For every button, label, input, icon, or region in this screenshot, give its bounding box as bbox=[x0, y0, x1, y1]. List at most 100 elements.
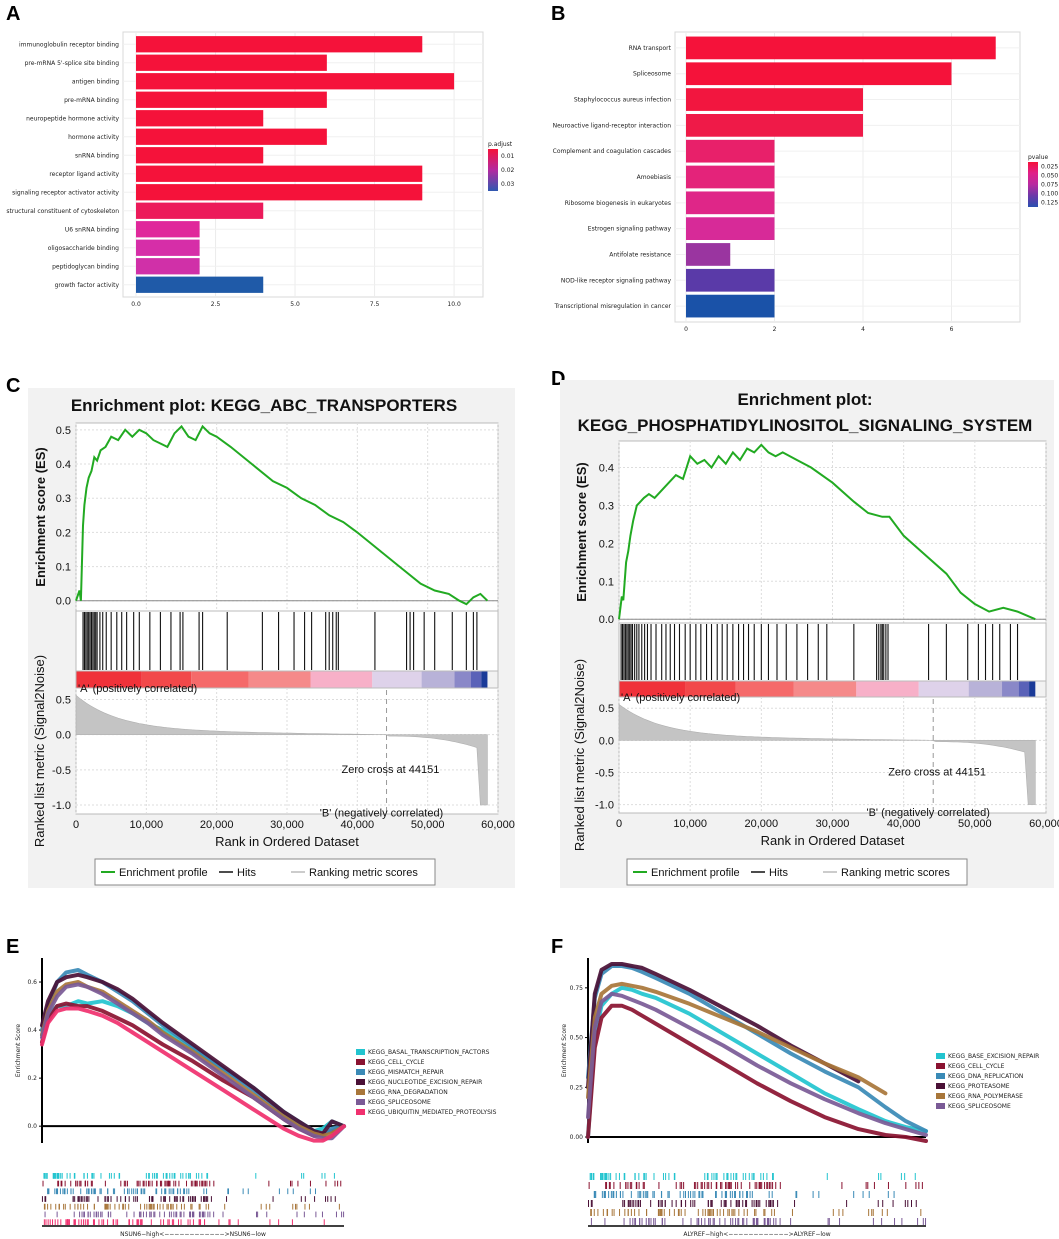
bar bbox=[136, 36, 423, 53]
y-axis-label: Enrichment Score bbox=[15, 1024, 22, 1078]
legend-swatch bbox=[936, 1083, 945, 1089]
bar bbox=[686, 36, 996, 60]
es-y-tick-label: 0.1 bbox=[56, 562, 71, 574]
y-category-label: peptidoglycan binding bbox=[52, 263, 119, 270]
panel-e-multi-gsea-plot: 0.0 0.2 0.4 0.6 Enrichment Score KEGG_BASAL_T… bbox=[15, 958, 497, 1238]
rug-area bbox=[588, 1172, 926, 1226]
series-line bbox=[40, 972, 346, 1136]
bar bbox=[136, 54, 327, 71]
y-tick-label: 0.50 bbox=[570, 1035, 584, 1042]
series-line bbox=[586, 962, 861, 1090]
y-tick-label: 0.25 bbox=[570, 1084, 584, 1091]
legend-label: Ranking metric scores bbox=[309, 867, 418, 879]
y-category-label: Transcriptional misregulation in cancer bbox=[554, 303, 672, 310]
y-tick-label: 0.2 bbox=[27, 1075, 37, 1082]
legend-label: 0.03 bbox=[501, 181, 515, 188]
metric-y-axis-label: Ranked list metric (Signal2Noise) bbox=[32, 655, 47, 847]
ranked-color-segment bbox=[793, 681, 857, 697]
legend-label: KEGG_MISMATCH_REPAIR bbox=[368, 1069, 444, 1076]
ranked-color-segment bbox=[1029, 681, 1036, 697]
bar bbox=[136, 128, 327, 145]
x-tick-label: 4 bbox=[861, 326, 865, 333]
x-tick-label: 0 bbox=[616, 818, 622, 830]
panel-letter-c: C bbox=[6, 375, 20, 397]
legend-swatch bbox=[356, 1059, 365, 1065]
legend-colorbar bbox=[1028, 162, 1038, 207]
legend-swatch bbox=[936, 1063, 945, 1069]
legend-swatch bbox=[356, 1109, 365, 1115]
x-tick-label: 30,000 bbox=[816, 818, 850, 830]
y-tick-label: 0.75 bbox=[570, 985, 584, 992]
bar bbox=[136, 91, 327, 108]
y-category-label: hormone activity bbox=[68, 134, 119, 141]
ranked-color-segment bbox=[735, 681, 794, 697]
es-y-tick-label: 0.5 bbox=[56, 425, 71, 437]
ranked-color-segment bbox=[918, 681, 969, 697]
x-axis-label: ALYREF−high<−−−−−−−−−−−−>ALYREF−low bbox=[683, 1231, 830, 1238]
bar bbox=[686, 191, 775, 215]
y-tick-label: 0.00 bbox=[570, 1134, 584, 1141]
y-category-label: Spliceosome bbox=[633, 71, 671, 78]
panel-b-kegg-barplot: 0 2 4 6 RNA transport Spliceosome Staphylococc… bbox=[553, 31, 1058, 333]
legend-label: KEGG_BASAL_TRANSCRIPTION_FACTORS bbox=[368, 1049, 490, 1056]
series-line bbox=[40, 999, 346, 1133]
bar bbox=[686, 139, 775, 163]
y-category-label: Complement and coagulation cascades bbox=[553, 148, 671, 155]
x-axis-label: NSUN6−high<−−−−−−−−−−−−>NSUN6−low bbox=[120, 1231, 266, 1238]
gsea-legend: Enrichment profile Hits Ranking metric sco… bbox=[94, 858, 436, 886]
legend-label: 0.050 bbox=[1041, 173, 1058, 180]
series-line bbox=[586, 964, 928, 1134]
y-category-label: Estrogen signaling pathway bbox=[588, 226, 672, 233]
ranked-color-segment bbox=[481, 671, 488, 688]
es-y-tick-label: 0.4 bbox=[56, 459, 71, 471]
ranked-color-segment bbox=[968, 681, 1003, 697]
y-category-label: neuropeptide hormone activity bbox=[26, 115, 119, 122]
legend-swatch bbox=[936, 1053, 945, 1059]
bar bbox=[686, 294, 775, 318]
x-tick-label: 0.0 bbox=[131, 301, 141, 308]
legend-swatch bbox=[936, 1073, 945, 1079]
ranked-color-segment bbox=[248, 671, 311, 688]
y-category-label: Neuroactive ligand-receptor interaction bbox=[553, 122, 672, 129]
x-tick-label: 60,000 bbox=[481, 819, 515, 831]
y-category-label: immunoglobulin receptor binding bbox=[19, 41, 119, 48]
series-line bbox=[586, 985, 928, 1139]
ranked-color-segment bbox=[619, 681, 686, 697]
es-y-axis-label: Enrichment score (ES) bbox=[33, 447, 48, 586]
es-y-tick-label: 0.3 bbox=[56, 493, 71, 505]
metric-y-tick-label: -1.0 bbox=[595, 800, 614, 812]
legend-label: KEGG_SPLICEOSOME bbox=[948, 1103, 1011, 1110]
series-legend: KEGG_BASAL_TRANSCRIPTION_FACTORS KEGG_CEL… bbox=[356, 1049, 497, 1116]
gsea-legend: Enrichment profile Hits Ranking metric sco… bbox=[626, 858, 968, 886]
legend-swatch bbox=[356, 1099, 365, 1105]
x-tick-label: 30,000 bbox=[270, 819, 304, 831]
y-tick-label: 0.0 bbox=[27, 1123, 37, 1130]
x-tick-label: 10.0 bbox=[447, 301, 461, 308]
y-category-label: U6 snRNA binding bbox=[65, 226, 119, 233]
legend-label: KEGG_CELL_CYCLE bbox=[368, 1059, 425, 1066]
panel-d-gsea-plot: Enrichment plot: KEGG_PHOSPHATIDYLINOSITO… bbox=[560, 380, 1059, 888]
series-line bbox=[40, 982, 346, 1141]
y-category-label: Amoebiasis bbox=[637, 174, 671, 181]
panel-a-go-barplot: 0.0 2.5 5.0 7.5 10.0 immunoglobulin receptor … bbox=[6, 31, 515, 308]
legend-label: KEGG_PROTEASOME bbox=[948, 1083, 1010, 1090]
panel-f-multi-gsea-plot: 0.00 0.25 0.50 0.75 Enrichment Score KEGG_BAS… bbox=[561, 958, 1039, 1238]
metric-y-tick-label: 0.0 bbox=[56, 730, 71, 742]
x-tick-label: 40,000 bbox=[341, 819, 375, 831]
plot-title: Enrichment plot: bbox=[737, 390, 872, 409]
y-axis-label: Enrichment Score bbox=[561, 1024, 568, 1078]
x-tick-label: 5.0 bbox=[290, 301, 300, 308]
y-tick-label: 0.4 bbox=[27, 1027, 37, 1034]
legend-label: KEGG_SPLICEOSOME bbox=[368, 1099, 431, 1106]
y-tick-label: 0.6 bbox=[27, 979, 37, 986]
x-tick-label: 20,000 bbox=[745, 818, 779, 830]
ranked-color-segment bbox=[421, 671, 455, 688]
x-tick-label: 40,000 bbox=[887, 818, 921, 830]
y-category-label: growth factor activity bbox=[55, 282, 120, 289]
legend-label: 0.125 bbox=[1041, 200, 1058, 207]
zero-cross-label: Zero cross at 44151 bbox=[888, 766, 986, 778]
y-category-label: NOD-like receptor signaling pathway bbox=[561, 277, 672, 284]
legend-swatch bbox=[356, 1079, 365, 1085]
series-line bbox=[586, 1003, 928, 1143]
legend-label: KEGG_RNA_POLYMERASE bbox=[948, 1093, 1023, 1100]
